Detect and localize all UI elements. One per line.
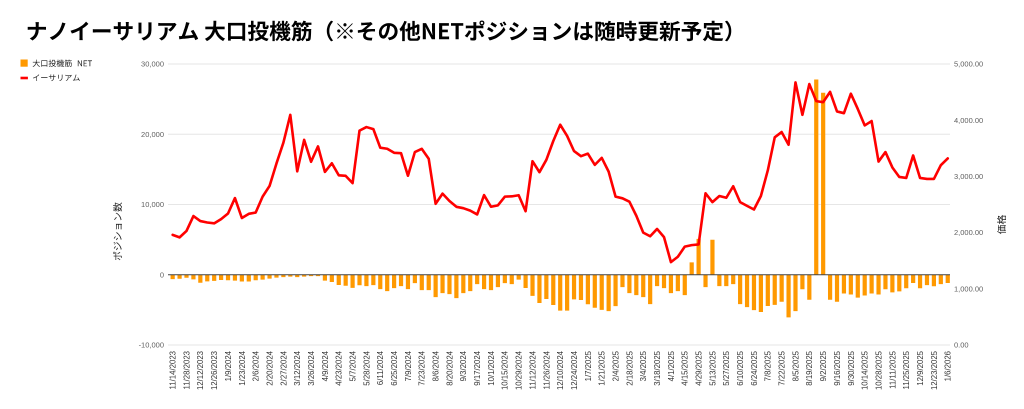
svg-text:4,000.00: 4,000.00: [954, 116, 983, 125]
svg-text:4/1/2025: 4/1/2025: [667, 350, 676, 381]
svg-text:6/24/2025: 6/24/2025: [750, 350, 759, 385]
svg-text:1,000.00: 1,000.00: [954, 284, 983, 293]
svg-text:8/20/2024: 8/20/2024: [445, 350, 454, 385]
svg-text:11/25/2025: 11/25/2025: [902, 350, 911, 389]
svg-text:10/28/2025: 10/28/2025: [874, 350, 883, 390]
svg-text:-10,000: -10,000: [139, 341, 164, 350]
svg-text:7/23/2024: 7/23/2024: [418, 350, 427, 385]
svg-text:7/8/2025: 7/8/2025: [764, 350, 773, 381]
svg-text:3,000.00: 3,000.00: [954, 172, 983, 181]
svg-text:3/4/2025: 3/4/2025: [639, 350, 648, 381]
svg-text:8/5/2025: 8/5/2025: [791, 350, 800, 381]
svg-text:9/30/2025: 9/30/2025: [847, 350, 856, 385]
svg-text:10/1/2024: 10/1/2024: [487, 350, 496, 385]
svg-text:2/4/2025: 2/4/2025: [611, 350, 620, 381]
svg-text:2,000.00: 2,000.00: [954, 228, 983, 237]
svg-text:5/28/2024: 5/28/2024: [362, 350, 371, 385]
svg-text:0.00: 0.00: [954, 341, 969, 350]
svg-text:10,000: 10,000: [141, 200, 164, 209]
svg-text:20,000: 20,000: [141, 130, 164, 139]
svg-text:7/22/2025: 7/22/2025: [778, 350, 787, 385]
svg-text:4/23/2024: 4/23/2024: [335, 350, 344, 385]
svg-text:10/14/2025: 10/14/2025: [861, 350, 870, 390]
svg-text:1/9/2024: 1/9/2024: [224, 350, 233, 381]
svg-text:4/15/2025: 4/15/2025: [681, 350, 690, 385]
svg-text:3/12/2024: 3/12/2024: [293, 350, 302, 385]
svg-text:1/7/2025: 1/7/2025: [584, 350, 593, 381]
svg-text:10/15/2024: 10/15/2024: [501, 350, 510, 390]
svg-text:4/29/2025: 4/29/2025: [695, 350, 704, 385]
svg-text:3/26/2024: 3/26/2024: [307, 350, 316, 385]
svg-text:9/2/2025: 9/2/2025: [819, 350, 828, 381]
svg-text:5/13/2025: 5/13/2025: [708, 350, 717, 385]
svg-text:6/11/2024: 6/11/2024: [376, 350, 385, 385]
svg-text:0: 0: [160, 270, 164, 279]
svg-text:11/12/2024: 11/12/2024: [528, 350, 537, 389]
svg-text:2/18/2025: 2/18/2025: [625, 350, 634, 385]
svg-text:6/25/2024: 6/25/2024: [390, 350, 399, 385]
svg-text:12/24/2024: 12/24/2024: [570, 350, 579, 390]
svg-text:5/7/2024: 5/7/2024: [348, 350, 357, 381]
svg-text:10/29/2024: 10/29/2024: [515, 350, 524, 390]
svg-text:11/14/2023: 11/14/2023: [169, 351, 178, 389]
svg-text:12/26/2023: 12/26/2023: [210, 351, 219, 390]
svg-text:12/12/2023: 12/12/2023: [196, 351, 205, 390]
svg-text:1/6/2026: 1/6/2026: [944, 351, 953, 381]
svg-text:3/18/2025: 3/18/2025: [653, 350, 662, 385]
svg-text:2/20/2024: 2/20/2024: [265, 350, 274, 385]
svg-text:8/19/2025: 8/19/2025: [805, 350, 814, 385]
svg-text:30,000: 30,000: [141, 60, 164, 69]
svg-text:11/11/2025: 11/11/2025: [888, 350, 897, 389]
svg-text:9/17/2024: 9/17/2024: [473, 350, 482, 385]
svg-text:11/28/2023: 11/28/2023: [182, 351, 191, 389]
svg-text:2/27/2024: 2/27/2024: [279, 350, 288, 385]
svg-text:7/9/2024: 7/9/2024: [404, 350, 413, 381]
svg-text:5/27/2025: 5/27/2025: [722, 350, 731, 385]
svg-text:1/23/2024: 1/23/2024: [238, 350, 247, 385]
svg-text:8/6/2024: 8/6/2024: [432, 350, 441, 381]
svg-text:5,000.00: 5,000.00: [954, 60, 983, 69]
svg-text:9/16/2025: 9/16/2025: [833, 350, 842, 385]
svg-text:12/10/2024: 12/10/2024: [556, 350, 565, 390]
svg-text:9/3/2024: 9/3/2024: [459, 350, 468, 381]
svg-text:11/26/2024: 11/26/2024: [542, 350, 551, 389]
svg-text:12/9/2025: 12/9/2025: [916, 350, 925, 385]
svg-text:1/21/2025: 1/21/2025: [598, 350, 607, 385]
svg-text:4/9/2024: 4/9/2024: [321, 350, 330, 381]
svg-text:6/10/2025: 6/10/2025: [736, 350, 745, 385]
svg-text:12/23/2025: 12/23/2025: [930, 350, 939, 390]
svg-text:2/6/2024: 2/6/2024: [252, 350, 261, 381]
